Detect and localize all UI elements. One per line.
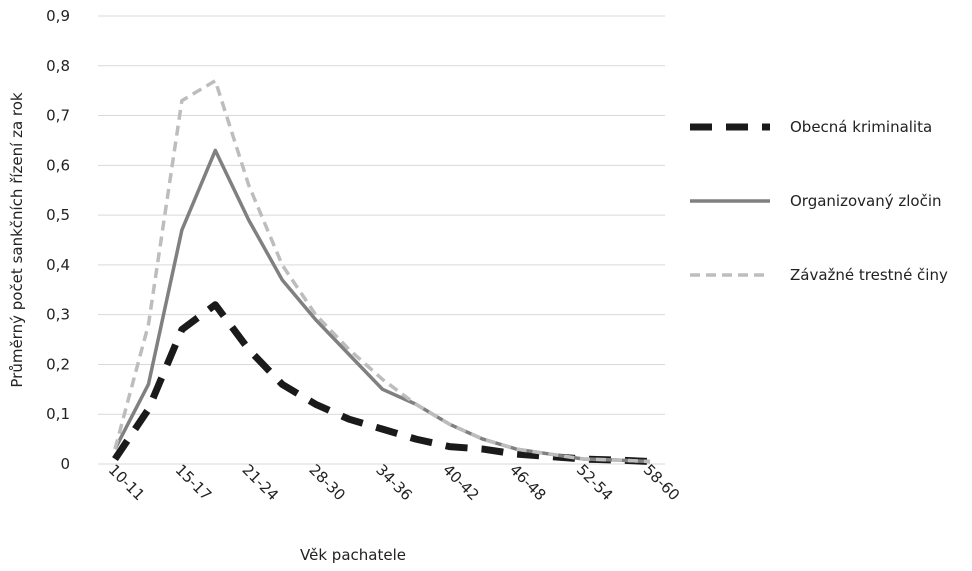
x-tick-label: 52-54 — [573, 461, 617, 505]
y-tick-label: 0,4 — [46, 256, 70, 274]
y-tick-label: 0,1 — [46, 405, 70, 423]
x-tick-label: 21-24 — [239, 461, 283, 505]
series-line — [113, 78, 651, 464]
y-tick-label: 0,3 — [46, 306, 70, 324]
series-line — [113, 148, 651, 464]
legend-label: Závažné trestné činy — [790, 266, 948, 284]
x-tick-label: 46-48 — [506, 461, 550, 505]
x-tick-label: 15-17 — [172, 461, 216, 505]
y-tick-label: 0 — [60, 455, 70, 473]
legend-label: Obecná kriminalita — [790, 118, 932, 136]
x-axis-title: Věk pachatele — [300, 546, 406, 564]
y-tick-label: 0,6 — [46, 156, 70, 174]
y-tick-label: 0,7 — [46, 107, 70, 125]
y-axis-title: Průměrný počet sankčních řízení za rok — [8, 92, 26, 388]
legend-label: Organizovaný zločin — [790, 192, 942, 210]
x-tick-label: 34-36 — [372, 461, 416, 505]
y-tick-label: 0,2 — [46, 355, 70, 373]
x-tick-label: 40-42 — [439, 461, 483, 505]
y-tick-label: 0,9 — [46, 7, 70, 25]
x-tick-label: 10-11 — [105, 461, 149, 505]
series-line — [112, 301, 651, 466]
x-tick-label: 28-30 — [305, 461, 349, 505]
x-tick-label: 58-60 — [640, 461, 684, 505]
y-tick-label: 0,8 — [46, 57, 70, 75]
y-tick-label: 0,5 — [46, 206, 70, 224]
